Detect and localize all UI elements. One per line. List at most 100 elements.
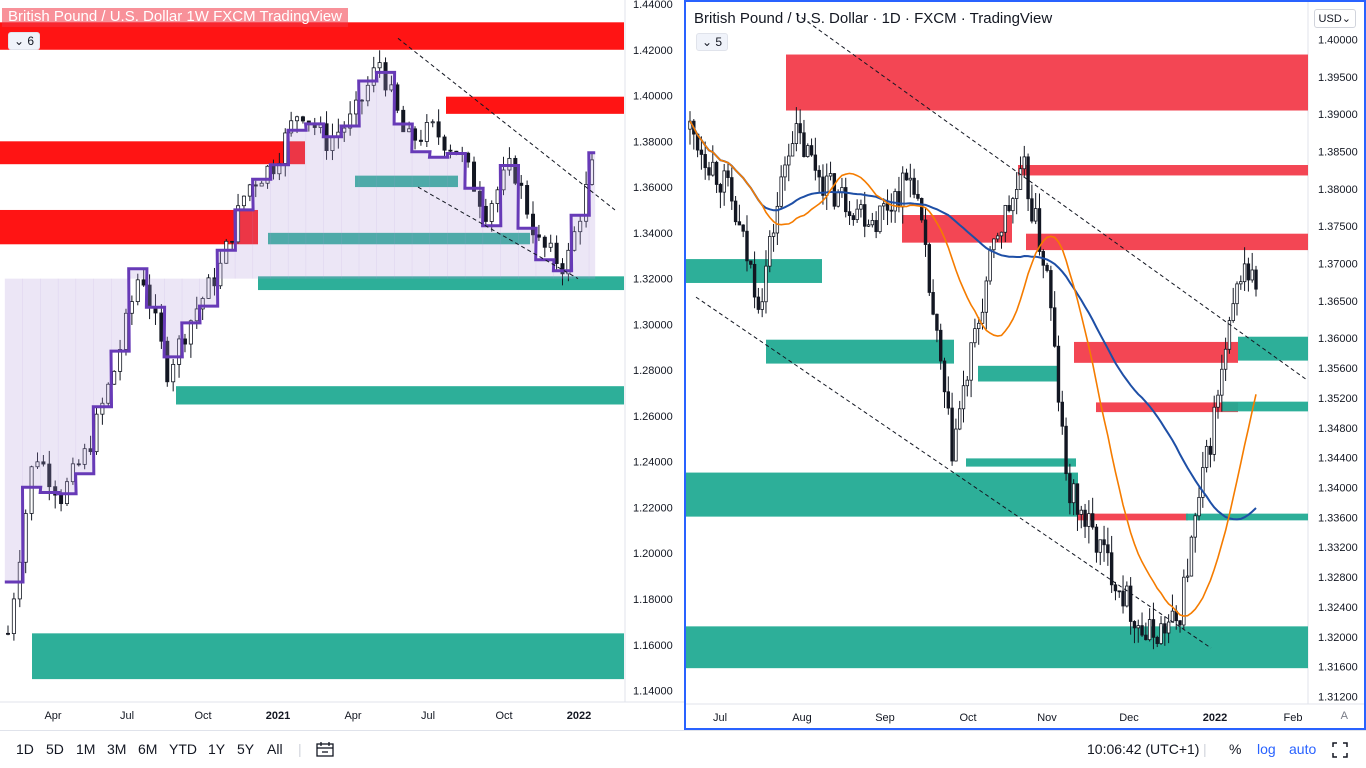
heikin-ashi-shade: [341, 125, 360, 279]
candle-body: [1254, 269, 1258, 290]
percent-scale-toggle[interactable]: %: [1229, 741, 1242, 757]
time-tick-label: Sep: [875, 712, 895, 724]
candle-body: [1159, 623, 1163, 644]
candle-body: [1003, 205, 1007, 233]
candle-body: [961, 385, 966, 410]
candle-body: [1090, 513, 1095, 528]
chevron-down-icon: ⌄: [14, 34, 25, 48]
price-tick-label: 1.14000: [633, 686, 673, 698]
candle-body: [878, 205, 882, 233]
candle-body: [787, 155, 791, 166]
weekly-chart-pane[interactable]: 1.44000 1.42000 1.40000 1.38000 1.36000 1.340…: [0, 0, 684, 730]
candle-body: [377, 62, 382, 69]
price-tick-label: 1.18000: [633, 594, 673, 606]
candle-body: [472, 161, 477, 192]
indicators-collapse-button[interactable]: ⌄ 6: [8, 32, 41, 50]
candle-body: [1052, 307, 1057, 347]
candle-body: [794, 123, 799, 144]
price-tick-label: 1.36500: [1318, 296, 1358, 308]
candle-body: [53, 486, 58, 496]
daily-chart-legend: British Pound / U.S. Dollar · 1D · FXCM …: [694, 10, 1053, 27]
candle-body: [889, 209, 894, 212]
candle-body: [707, 167, 711, 176]
candle-body: [1030, 198, 1034, 222]
candle-body: [1204, 445, 1209, 468]
candle-body: [699, 149, 704, 155]
candle-body: [47, 463, 52, 488]
time-tick-label: Apr: [44, 710, 61, 722]
candle-body: [29, 466, 34, 514]
candle-body: [165, 340, 170, 383]
candle-body: [230, 240, 235, 243]
demand-zone: [966, 458, 1076, 467]
candle-body: [992, 238, 996, 251]
candle-body: [1106, 544, 1110, 554]
candle-body: [6, 632, 11, 635]
candle-body: [11, 598, 16, 634]
heikin-ashi-shade: [57, 278, 77, 494]
log-scale-toggle[interactable]: log: [1257, 741, 1276, 757]
timeframe-all[interactable]: All: [267, 741, 283, 757]
price-tick-label: 1.31200: [1318, 692, 1358, 704]
candle-body: [866, 224, 871, 227]
daily-chart-pane[interactable]: 1.40000 1.39500 1.39000 1.38500 1.38000 1.375…: [684, 0, 1366, 730]
candle-body: [1018, 168, 1023, 190]
candle-body: [954, 428, 958, 462]
time-tick-label: 2022: [1203, 712, 1227, 724]
time-tick-label: Feb: [1284, 712, 1303, 724]
timeframe-1m[interactable]: 1M: [76, 741, 96, 757]
supply-zone: [1018, 165, 1308, 176]
weekly-chart-legend: British Pound / U.S. Dollar 1W FXCM Trad…: [2, 8, 349, 27]
candle-body: [413, 128, 418, 141]
heikin-ashi-shade: [571, 215, 590, 279]
timeframe-1d[interactable]: 1D: [16, 741, 34, 757]
candle-body: [489, 203, 494, 222]
time-tick-label: Apr: [344, 710, 361, 722]
candle-body: [141, 279, 146, 286]
candle-body: [171, 364, 176, 383]
timeframe-5d[interactable]: 5D: [46, 741, 64, 757]
heikin-ashi-shade: [358, 81, 377, 279]
weekly-chart-canvas[interactable]: 1.44000 1.42000 1.40000 1.38000 1.36000 1.340…: [0, 0, 684, 730]
timeframe-6m[interactable]: 6M: [138, 741, 158, 757]
indicators-collapse-button[interactable]: ⌄ 5: [696, 33, 729, 51]
candle-body: [851, 215, 856, 221]
candle-body: [525, 185, 530, 215]
supply-zone: [0, 141, 305, 165]
calendar-range-icon[interactable]: [316, 741, 334, 757]
currency-select[interactable]: USD⌄: [1313, 9, 1356, 28]
timeframe-5y[interactable]: 5Y: [237, 741, 255, 757]
candle-body: [430, 121, 435, 124]
candle-body: [100, 402, 105, 415]
fullscreen-icon[interactable]: [1332, 742, 1348, 758]
time-tick-label: Oct: [959, 712, 976, 724]
candle-body: [1060, 401, 1064, 427]
clock-timezone[interactable]: 10:06:42 (UTC+1): [1087, 741, 1200, 757]
candle-body: [980, 311, 985, 324]
heikin-ashi-shade: [323, 136, 342, 279]
candle-body: [566, 249, 571, 275]
price-tick-label: 1.16000: [633, 640, 673, 652]
candle-body: [999, 231, 1004, 237]
candle-body: [1163, 623, 1167, 634]
candle-body: [771, 232, 776, 237]
auto-scale-toggle[interactable]: A: [1340, 710, 1348, 722]
candle-body: [1185, 575, 1190, 578]
candle-body: [1216, 394, 1220, 408]
candle-body: [247, 184, 252, 197]
candle-body: [779, 176, 783, 207]
timeframe-1y[interactable]: 1Y: [208, 741, 226, 757]
candle-body: [969, 342, 973, 381]
price-tick-label: 1.40000: [633, 91, 673, 103]
candle-body: [1011, 198, 1015, 212]
timeframe-3m[interactable]: 3M: [107, 741, 127, 757]
candle-body: [531, 213, 536, 236]
heikin-ashi-shade: [199, 278, 218, 307]
candle-body: [300, 116, 305, 122]
auto-scale-button[interactable]: auto: [1289, 741, 1317, 757]
daily-chart-canvas[interactable]: 1.40000 1.39500 1.39000 1.38500 1.38000 1.375…: [686, 2, 1364, 728]
candle-body: [965, 379, 970, 387]
timeframe-ytd[interactable]: YTD: [169, 741, 197, 757]
price-tick-label: 1.40000: [1318, 35, 1358, 47]
candle-body: [703, 154, 707, 169]
